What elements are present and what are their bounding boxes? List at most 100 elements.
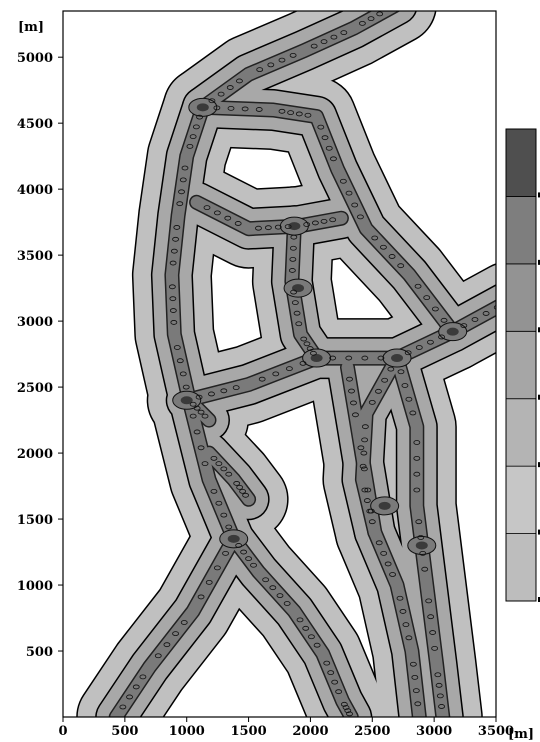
- contour-detail-ring: [213, 210, 221, 216]
- x-axis: 0 500 1000 1500 2000 2500 3000 3500: [58, 717, 514, 739]
- contour-detail-ring: [438, 704, 445, 709]
- contour-peak: [227, 534, 240, 543]
- x-tick-label: 500: [111, 724, 138, 739]
- contour-detail-ring: [278, 57, 286, 63]
- contour-detail-ring: [208, 98, 216, 104]
- contour-detail-ring: [139, 674, 147, 680]
- contour-detail-ring: [417, 535, 425, 540]
- contour-detail-ring: [132, 684, 140, 690]
- contour-detail-ring: [413, 440, 421, 445]
- contour-detail-ring: [181, 165, 189, 171]
- contour-detail-ring: [234, 221, 242, 226]
- contour-detail-ring: [278, 108, 286, 114]
- contour-detail-ring: [460, 323, 468, 328]
- contour-peak: [292, 284, 305, 293]
- contour-detail-ring: [345, 190, 353, 196]
- contour-detail-ring: [431, 645, 439, 651]
- contour-detail-ring: [359, 463, 367, 469]
- contour-detail-ring: [405, 635, 413, 641]
- contour-detail-ring: [342, 705, 350, 710]
- contour-detail-ring: [321, 135, 329, 141]
- contour-detail-ring: [371, 235, 379, 241]
- contour-detail-ring: [289, 245, 297, 251]
- contour-detail-ring: [377, 355, 385, 361]
- colorbar-swatch: [505, 398, 537, 467]
- contour-detail-ring: [346, 376, 353, 382]
- contour-detail-ring: [189, 401, 197, 407]
- contour-field: [76, 11, 496, 717]
- contour-detail-ring: [195, 394, 203, 400]
- contour-detail-ring: [340, 701, 348, 707]
- contour-detail-ring: [225, 471, 233, 477]
- contour-detail-ring: [401, 383, 409, 388]
- contour-detail-ring: [399, 609, 407, 614]
- contour-detail-ring: [289, 256, 297, 262]
- contour-detail-ring: [169, 296, 177, 302]
- y-tick-label: 2500: [17, 381, 53, 396]
- contour-detail-ring: [227, 105, 235, 111]
- contour-detail-ring: [440, 317, 448, 323]
- contour-detail-ring: [220, 512, 228, 518]
- contour-peak: [446, 327, 459, 336]
- contour-peak: [196, 103, 209, 112]
- contour-detail-ring: [300, 336, 308, 342]
- contour-detail-ring: [396, 595, 404, 601]
- contour-detail-ring: [375, 540, 383, 546]
- contour-detail-ring: [267, 62, 275, 68]
- contour-peak: [180, 396, 193, 405]
- y-tick-label: 500: [26, 645, 53, 660]
- contour-detail-ring: [330, 34, 338, 40]
- contour-detail-ring: [224, 215, 232, 221]
- contour-detail-ring: [404, 350, 412, 356]
- contour-detail-ring: [320, 39, 328, 45]
- colorbar-tick-label-fragment: [538, 597, 540, 602]
- contour-detail-ring: [340, 30, 348, 36]
- contour-detail-ring: [361, 487, 369, 493]
- contour-detail-ring: [154, 653, 162, 659]
- contour-detail-ring: [201, 413, 209, 419]
- y-tick-label: 4000: [17, 183, 53, 198]
- contour-detail-ring: [256, 67, 264, 72]
- y-tick-label: 2000: [17, 447, 53, 462]
- contour-detail-ring: [330, 156, 337, 162]
- contour-detail-ring: [368, 519, 376, 525]
- contour-detail-ring: [179, 371, 187, 377]
- contour-detail-ring: [284, 224, 292, 230]
- contour-detail-ring: [169, 308, 177, 313]
- contour-detail-ring: [327, 670, 335, 676]
- contour-detail-ring: [348, 388, 355, 394]
- contour-detail-ring: [421, 566, 429, 572]
- contour-detail-ring: [205, 579, 213, 585]
- contour-detail-ring: [409, 661, 417, 667]
- contour-detail-ring: [329, 355, 337, 361]
- contour-detail-ring: [197, 594, 205, 600]
- contour-detail-ring: [196, 114, 203, 120]
- colorbar-swatch: [505, 196, 537, 265]
- contour-detail-ring: [413, 487, 421, 493]
- x-tick-label: 3500: [478, 724, 514, 739]
- contour-detail-ring: [415, 345, 423, 350]
- contour-detail-ring: [208, 391, 215, 397]
- contour-detail-ring: [169, 260, 177, 266]
- contour-detail-ring: [245, 556, 252, 562]
- contour-detail-ring: [402, 622, 410, 628]
- contour-detail-ring: [290, 234, 298, 240]
- contour-detail-ring: [172, 631, 179, 636]
- y-tick-label: 1500: [17, 513, 53, 528]
- contour-detail-ring: [438, 334, 445, 340]
- contour-detail-ring: [285, 366, 293, 372]
- contour-detail-ring: [361, 355, 369, 361]
- contour-detail-ring: [380, 244, 387, 250]
- contour-detail-ring: [376, 11, 384, 17]
- contour-detail-ring: [368, 400, 376, 405]
- contour-core-band: [285, 220, 323, 365]
- contour-detail-ring: [405, 396, 413, 402]
- contour-detail-ring: [213, 565, 221, 571]
- contour-detail-ring: [387, 366, 395, 372]
- x-tick-label: 3000: [416, 724, 452, 739]
- contour-detail-ring: [367, 508, 375, 514]
- contour-peak: [378, 501, 391, 510]
- contour-detail-ring: [258, 376, 266, 382]
- contour-detail-ring: [296, 617, 304, 623]
- contour-detail-ring: [344, 708, 352, 714]
